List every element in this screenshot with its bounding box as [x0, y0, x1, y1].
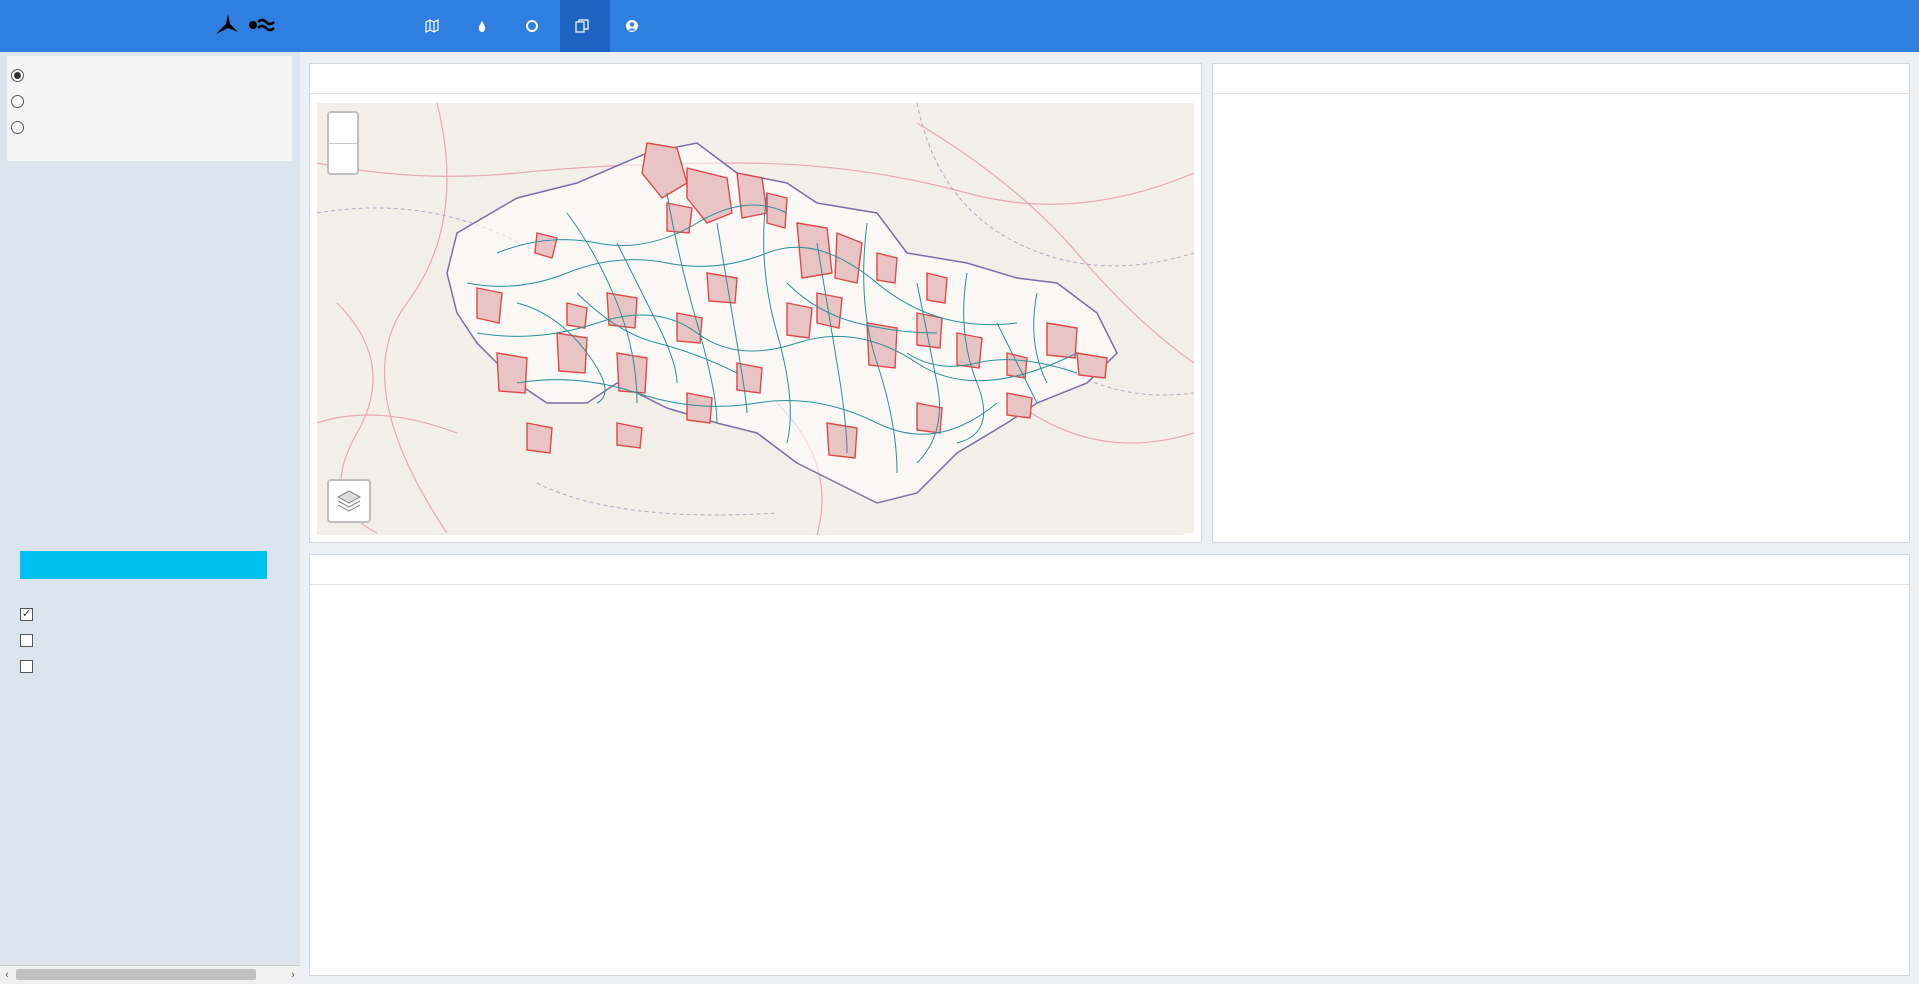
radio-prepinani-parametru[interactable]: [7, 88, 292, 114]
nav-uzivani[interactable]: [510, 0, 560, 52]
road-network: [317, 103, 1194, 535]
select-timeseries-button[interactable]: [20, 551, 267, 579]
scroll-left-icon[interactable]: ‹: [5, 969, 9, 981]
top-navbar: [0, 0, 1919, 52]
layers-icon: [336, 490, 362, 512]
radio-indicator[interactable]: [11, 68, 24, 82]
scroll-thumb[interactable]: [16, 969, 256, 980]
catchment-polygons: [476, 142, 1108, 459]
chart-area: [310, 583, 1910, 973]
leaflet-map[interactable]: [317, 103, 1194, 535]
radio-denni-prutoky[interactable]: [7, 62, 292, 88]
zoom-in-button[interactable]: [329, 113, 357, 143]
chart-box-title: [310, 555, 1909, 585]
series-checkbox-group: ✓: [20, 601, 39, 679]
check-rocni-prumer[interactable]: [20, 653, 39, 679]
radio-m-denni-prutoky[interactable]: [7, 114, 292, 140]
user-circle-icon: [626, 20, 638, 32]
map-box-title: [310, 64, 1201, 94]
radio-indicator[interactable]: [11, 94, 24, 108]
sidebar: ✓ ‹ ›: [0, 52, 300, 983]
check-denni-prutok[interactable]: ✓: [20, 601, 39, 627]
map-attribution: [1184, 533, 1194, 535]
table-box-title: [1213, 64, 1909, 94]
stats-table-box: [1212, 63, 1910, 543]
map-canvas[interactable]: [317, 103, 1194, 535]
nav-o-projektu[interactable]: [610, 0, 660, 52]
chart-box: [309, 554, 1910, 976]
chmu-logo: [248, 18, 276, 35]
scroll-right-icon[interactable]: ›: [291, 969, 295, 981]
layers-control[interactable]: [327, 479, 371, 523]
horizontal-scrollbar[interactable]: ‹ ›: [0, 965, 300, 983]
zoom-control: [327, 111, 359, 175]
zoom-out-button[interactable]: [329, 143, 357, 173]
copy-icon: [575, 19, 589, 33]
chmu-wave-icon: [249, 18, 275, 31]
drop-icon: [478, 21, 486, 32]
map-icon: [425, 19, 439, 33]
circle-icon: [526, 20, 538, 32]
checkbox[interactable]: [20, 659, 33, 673]
flow-type-radio-group: [7, 56, 292, 161]
radio-indicator[interactable]: [11, 120, 24, 134]
bird-logo-icon: [216, 14, 238, 34]
nav-zakladni-mapa[interactable]: [410, 0, 460, 52]
nav-validace[interactable]: [560, 0, 610, 52]
partner-logos: [210, 12, 410, 40]
checkbox-checked[interactable]: ✓: [20, 607, 33, 621]
river-network: [466, 192, 1078, 474]
nav-indikatory-sucha[interactable]: [460, 0, 510, 52]
checkbox[interactable]: [20, 633, 33, 647]
timeseries-chart[interactable]: [310, 583, 1910, 973]
check-mesicni-prumer[interactable]: [20, 627, 39, 653]
